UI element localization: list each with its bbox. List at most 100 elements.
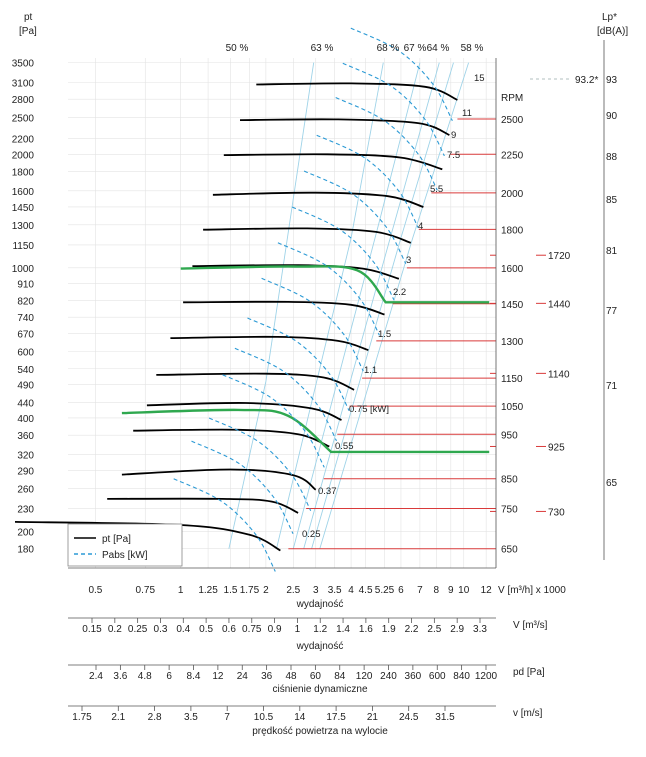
x-tick-label: 3 — [313, 585, 319, 596]
secondary-tick-label: 1.4 — [336, 624, 350, 635]
x-tick-label: 1.25 — [198, 585, 218, 596]
secondary-tick-label: 2.8 — [148, 712, 162, 723]
secondary-tick-label: 21 — [367, 712, 379, 723]
rpm-label: 2000 — [501, 189, 524, 200]
x-axis-unit: V [m³/h] x 1000 — [498, 585, 566, 596]
x-tick-label: 1 — [178, 585, 184, 596]
y-tick-label: 1150 — [12, 241, 34, 252]
power-label: 1.5 — [378, 329, 391, 340]
rpm-label: 2250 — [501, 150, 524, 161]
secondary-tick-label: 0.2 — [108, 624, 122, 635]
power-curve — [335, 97, 438, 191]
secondary-tick-label: 1.2 — [313, 624, 327, 635]
lp-title: Lp* — [602, 12, 617, 23]
rpm-extra-label: 1140 — [548, 369, 570, 380]
power-label: 4 — [418, 221, 423, 232]
power-curve — [208, 417, 312, 511]
efficiency-lines — [228, 62, 470, 549]
efficiency-label: 67 % — [404, 43, 427, 54]
secondary-tick-label: 0.4 — [176, 624, 190, 635]
power-curve — [277, 242, 380, 336]
x-tick-label: 4.5 — [359, 585, 373, 596]
power-curve — [234, 347, 337, 442]
power-curve — [261, 277, 364, 372]
labels: 50 % 63 % 68 % 67 % 64 % 58 % 650 750 850 950 1050… — [12, 12, 629, 737]
y-tick-label: 3100 — [12, 78, 35, 89]
y-tick-label: 320 — [17, 450, 34, 461]
x-tick-label: 9 — [448, 585, 454, 596]
power-curve — [222, 374, 325, 468]
power-label: 5.5 — [430, 184, 443, 195]
power-label: 11 — [462, 108, 472, 119]
power-label: 15 — [474, 73, 485, 84]
pt-curve — [256, 82, 458, 101]
secondary-tick-label: 14 — [294, 712, 306, 723]
secondary-axis-unit: V [m³/s] — [513, 620, 548, 631]
y-tick-label: 260 — [17, 484, 34, 495]
efficiency-line — [292, 62, 421, 549]
legend: pt [Pa] Pabs [kW] — [67, 523, 183, 567]
efficiency-label: 63 % — [311, 43, 334, 54]
rpm-label: 1150 — [501, 374, 523, 385]
power-label: 2.2 — [393, 287, 406, 298]
lp-value: 71 — [606, 381, 618, 392]
efficiency-label: 58 % — [461, 43, 484, 54]
efficiency-line — [228, 62, 315, 549]
x-tick-label: 2 — [263, 585, 269, 596]
y-tick-label: 2500 — [12, 114, 35, 125]
power-label: 3 — [406, 255, 411, 266]
y-tick-label: 2000 — [12, 150, 35, 161]
rpm-label: 1050 — [501, 402, 524, 413]
x-tick-label: 6 — [398, 585, 404, 596]
secondary-tick-label: 24.5 — [399, 712, 419, 723]
y-tick-label: 540 — [17, 365, 34, 376]
x-tick-label: 4 — [348, 585, 354, 596]
highlighted-curve — [121, 408, 490, 454]
power-curve — [291, 206, 395, 301]
x-axis-name: wydajność — [296, 599, 344, 610]
y-tick-label: 180 — [17, 545, 34, 556]
pt-curve — [121, 468, 317, 491]
pt-curve — [170, 335, 369, 351]
secondary-tick-label: 840 — [453, 671, 470, 682]
power-curve — [303, 170, 407, 264]
secondary-tick-label: 2.4 — [89, 671, 103, 682]
pt-curve — [146, 402, 342, 421]
secondary-tick-label: 0.75 — [242, 624, 262, 635]
power-label: 0.75 — [349, 404, 368, 415]
power-curve — [350, 27, 453, 122]
efficiency-line — [319, 62, 470, 549]
secondary-axis-unit: v [m/s] — [513, 708, 543, 719]
y-tick-label: 670 — [17, 329, 34, 340]
secondary-tick-label: 360 — [405, 671, 422, 682]
x-tick-label: 7 — [417, 585, 423, 596]
secondary-axis-name: prędkość powietrza na wylocie — [252, 726, 388, 737]
power-label: 1.1 — [364, 365, 377, 376]
secondary-tick-label: 0.3 — [154, 624, 168, 635]
rpm-label: 1600 — [501, 264, 524, 275]
power-label: 0.55 — [335, 441, 354, 452]
secondary-axis-name: wydajność — [296, 641, 344, 652]
x-tick-label: 1.5 — [224, 585, 238, 596]
y-tick-label: 440 — [17, 398, 34, 409]
secondary-tick-label: 36 — [261, 671, 273, 682]
secondary-tick-label: 31.5 — [435, 712, 455, 723]
rpm-label: 750 — [501, 505, 518, 516]
lp-value: 81 — [606, 246, 618, 257]
y-tick-label: 1300 — [12, 221, 35, 232]
y-tick-label: 820 — [17, 296, 34, 307]
rpm-lines — [288, 78, 572, 550]
legend-label: pt [Pa] — [102, 534, 131, 545]
secondary-tick-label: 48 — [285, 671, 297, 682]
power-label: [kW] — [370, 404, 389, 415]
secondary-tick-label: 0.6 — [222, 624, 236, 635]
power-curve — [316, 134, 419, 229]
secondary-tick-label: 8.4 — [187, 671, 201, 682]
lp-value: 93 — [606, 75, 618, 86]
x-tick-label: 10 — [458, 585, 470, 596]
secondary-tick-label: 3.5 — [184, 712, 198, 723]
pt-curve — [107, 497, 299, 514]
x-tick-label: 8 — [434, 585, 440, 596]
secondary-tick-label: 6 — [166, 671, 172, 682]
secondary-axis-unit: pd [Pa] — [513, 667, 545, 678]
